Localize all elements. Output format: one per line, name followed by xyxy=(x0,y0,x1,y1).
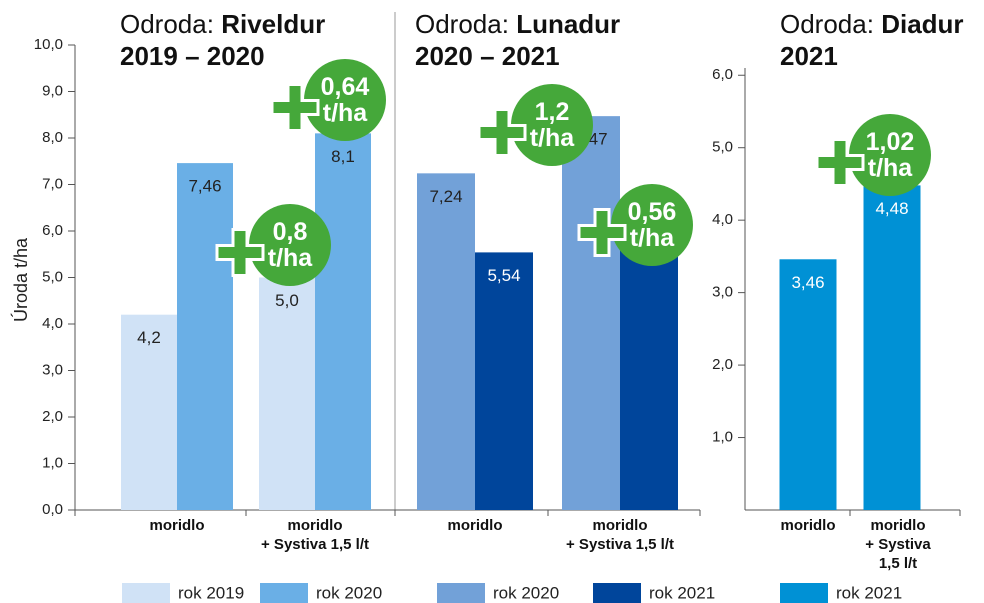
value-label: 5,54 xyxy=(487,266,520,285)
bar xyxy=(315,133,371,510)
bar xyxy=(863,185,921,510)
y-tick-label: 6,0 xyxy=(712,66,733,83)
value-label: 3,46 xyxy=(791,273,824,292)
subtitle: 2021 xyxy=(780,41,838,71)
title-name: Lunadur xyxy=(516,9,621,39)
category-label: moridlo + Systiva 1,5 l/t xyxy=(261,517,369,553)
category-label: moridlo + Systiva 1,5 l/t xyxy=(865,517,931,572)
plus-shape xyxy=(815,138,865,187)
bar xyxy=(417,173,475,510)
legend-swatch xyxy=(122,583,170,603)
panel-title: Odroda: Lunadur 2020 – 2021 xyxy=(415,8,620,72)
legend-swatch xyxy=(260,583,308,603)
legend-label: rok 2019 xyxy=(178,583,244,602)
legend-swatch xyxy=(780,583,828,603)
category-label: moridlo xyxy=(149,517,205,534)
category-label: moridlo xyxy=(447,517,503,534)
plus-icon xyxy=(576,207,628,264)
title-name: Riveldur xyxy=(221,9,326,39)
title-prefix: Odroda: xyxy=(415,9,509,39)
y-tick-label: 8,0 xyxy=(42,129,63,146)
plus-shape xyxy=(477,108,527,157)
legend-swatch xyxy=(593,583,641,603)
legend-swatch xyxy=(437,583,485,603)
legend-label: rok 2021 xyxy=(649,583,715,602)
title-prefix: Odroda: xyxy=(780,9,874,39)
title-prefix: Odroda: xyxy=(120,9,214,39)
bar xyxy=(121,314,177,510)
plus-icon xyxy=(814,137,866,194)
y-tick-label: 1,0 xyxy=(42,454,63,471)
legend-label: rok 2020 xyxy=(316,583,382,602)
plus-shape xyxy=(270,83,320,132)
subtitle: 2019 – 2020 xyxy=(120,41,265,71)
bar xyxy=(259,277,315,510)
panel-title: Odroda: Riveldur 2019 – 2020 xyxy=(120,8,325,72)
y-tick-label: 5,0 xyxy=(42,268,63,285)
value-label: 5,0 xyxy=(275,291,299,310)
panel-title: Odroda: Diadur 2021 xyxy=(780,8,964,72)
y-axis-label: Úroda t/ha xyxy=(10,237,31,322)
subtitle: 2020 – 2021 xyxy=(415,41,560,71)
bar xyxy=(177,163,233,511)
plus-shape xyxy=(215,228,265,277)
legend-label: rok 2021 xyxy=(836,583,902,602)
bar xyxy=(475,252,533,510)
y-tick-label: 2,0 xyxy=(712,356,733,373)
category-label: moridlo xyxy=(780,517,836,534)
legend-label: rok 2020 xyxy=(493,583,559,602)
plus-shape xyxy=(577,208,627,257)
y-tick-label: 4,0 xyxy=(42,315,63,332)
value-label: 4,48 xyxy=(875,199,908,218)
bar xyxy=(620,226,678,510)
bar xyxy=(779,259,837,510)
y-tick-label: 3,0 xyxy=(42,361,63,378)
category-label: moridlo + Systiva 1,5 l/t xyxy=(566,517,674,553)
plus-icon xyxy=(476,107,528,164)
title-name: Diadur xyxy=(881,9,964,39)
y-tick-label: 1,0 xyxy=(712,429,733,446)
y-tick-label: 0,0 xyxy=(42,501,63,518)
y-tick-label: 6,0 xyxy=(42,222,63,239)
value-label: 7,46 xyxy=(188,177,221,196)
y-tick-label: 5,0 xyxy=(712,139,733,156)
y-tick-label: 7,0 xyxy=(42,175,63,192)
bar xyxy=(562,116,620,511)
value-label: 7,24 xyxy=(429,187,462,206)
y-tick-label: 4,0 xyxy=(712,211,733,228)
value-label: 8,1 xyxy=(331,147,355,166)
y-tick-label: 3,0 xyxy=(712,284,733,301)
y-tick-label: 10,0 xyxy=(34,36,63,53)
plus-icon xyxy=(214,227,266,284)
plus-icon xyxy=(269,82,321,139)
value-label: 4,2 xyxy=(137,328,161,347)
y-tick-label: 9,0 xyxy=(42,82,63,99)
y-tick-label: 2,0 xyxy=(42,408,63,425)
